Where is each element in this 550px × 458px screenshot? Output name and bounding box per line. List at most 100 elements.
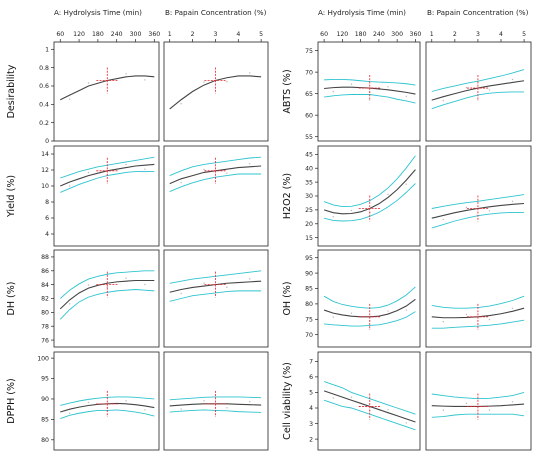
abts-y-tick-label: 75: [305, 48, 313, 55]
oh-y-tick-label: 85: [305, 286, 313, 293]
oh-hydrolysis-time-panel: [317, 249, 421, 348]
yield-papain-concentration-design-point: [180, 182, 182, 184]
abts-y-tick-label: 55: [305, 134, 313, 141]
desirability-y-tick-label: 0.4: [39, 102, 49, 109]
desirability-hydrolysis-time-design-point: [87, 82, 90, 84]
dpph-papain-concentration-upper-line: [169, 396, 262, 401]
abts-hydrolysis-time-x-tick-label: 60: [320, 31, 328, 38]
abts-papain-concentration-design-point: [488, 89, 491, 91]
abts-hydrolysis-time-design-point: [332, 90, 334, 93]
dh-papain-concentration-design-point: [180, 292, 182, 295]
oh-papain-concentration-design-point: [511, 307, 514, 309]
dh-y-tick-label: 88: [41, 254, 49, 261]
dh-hydrolysis-time-design-point: [68, 303, 71, 305]
dh-y-axis-label: DH (%): [6, 282, 17, 316]
dpph-papain-concentration-panel: [163, 351, 269, 451]
abts-y-tick-label: 70: [305, 69, 313, 76]
cell-viability-y-axis-label: Cell viability (%): [282, 362, 293, 440]
h2o2-hydrolysis-time-design-point: [332, 215, 334, 218]
yield-hydrolysis-time-design-point: [125, 163, 127, 166]
h2o2-y-tick-label: 45: [305, 152, 313, 159]
h2o2-y-tick-label: 30: [305, 193, 313, 200]
oh-papain-concentration-design-point: [488, 318, 491, 321]
yield-papain-concentration-panel: [163, 145, 269, 247]
h2o2-papain-concentration-design-point: [488, 210, 491, 212]
dh-y-tick-label: 76: [41, 337, 49, 344]
desirability-papain-concentration-panel: 1 2 3 4 5: [163, 31, 269, 142]
dh-y-tick-label: 86: [41, 268, 49, 275]
desirability-hydrolysis-time-x-tick-label: 300: [130, 31, 142, 38]
yield-y-tick-label: 10: [41, 183, 49, 190]
yield-chart: Yield (%) 4 6 8 10 12 14: [6, 145, 269, 247]
h2o2-hydrolysis-time-upper-line: [323, 155, 416, 208]
dh-y-tick-label: 80: [41, 310, 49, 317]
dh-hydrolysis-time-design-point: [125, 277, 127, 279]
desirability-papain-concentration-x-tick-label: 5: [259, 31, 263, 38]
dpph-hydrolysis-time-design-point: [144, 409, 146, 411]
cell-viability-hydrolysis-time-design-point: [350, 396, 353, 398]
dh-y-tick-label: 84: [41, 282, 49, 289]
cell-viability-y-tick-label: 5: [309, 390, 313, 397]
dh-hydrolysis-time-fit-line: [59, 279, 155, 310]
oh-hydrolysis-time-design-point: [332, 316, 334, 318]
abts-papain-concentration-panel: 1 2 3 4 5: [425, 31, 532, 142]
abts-papain-concentration-x-tick-label: 1: [430, 31, 434, 38]
desirability-papain-concentration-x-tick-label: 2: [191, 31, 195, 38]
desirability-hydrolysis-time-design-point: [125, 73, 127, 75]
abts-papain-concentration-x-tick-label: 4: [499, 31, 503, 38]
yield-hydrolysis-time-design-point: [144, 168, 146, 170]
yield-papain-concentration-design-point: [203, 168, 205, 171]
abts-papain-concentration-x-tick-label: 3: [476, 31, 480, 38]
yield-y-tick-label: 8: [45, 199, 49, 206]
yield-y-tick-label: 4: [45, 231, 49, 238]
abts-papain-concentration-design-point: [442, 99, 445, 102]
oh-papain-concentration-lower-line: [431, 319, 525, 329]
yield-y-tick-label: 6: [45, 215, 49, 222]
dpph-papain-concentration-design-point: [249, 400, 251, 403]
h2o2-y-tick-label: 15: [305, 235, 313, 242]
cell-viability-chart: Cell viability (%) 2 3 4 5 6 7: [282, 351, 532, 451]
h2o2-hydrolysis-time-panel: [317, 145, 421, 247]
cell-viability-y-tick-label: 2: [309, 436, 313, 443]
cell-viability-papain-concentration-upper-line: [431, 392, 525, 400]
dh-papain-concentration-panel: [163, 249, 269, 348]
yield-papain-concentration-frame: [163, 145, 269, 247]
desirability-hydrolysis-time-panel: 60 120 180 240 300 360: [53, 31, 160, 142]
dh-hydrolysis-time-frame: [53, 249, 160, 348]
abts-hydrolysis-time-x-tick-label: 120: [336, 31, 348, 38]
dpph-y-tick-label: 100: [37, 355, 49, 362]
right-header-hydrolysis-time: A: Hydrolysis Time (min): [318, 8, 406, 17]
h2o2-papain-concentration-upper-line: [431, 194, 525, 209]
abts-hydrolysis-time-design-point: [405, 95, 407, 98]
h2o2-y-tick-label: 20: [305, 221, 313, 228]
yield-y-axis-label: Yield (%): [6, 175, 17, 218]
cell-viability-papain-concentration-design-point: [465, 402, 468, 405]
cell-viability-hydrolysis-time-design-point: [387, 408, 389, 411]
desirability-chart: Desirability 0 0.2 0.4 0.6 0.8 1 60 120 180 240 300…: [6, 31, 269, 145]
desirability-hydrolysis-time-x-tick-label: 180: [92, 31, 104, 38]
dpph-y-axis-label: DPPH (%): [6, 378, 17, 423]
dpph-hydrolysis-time-panel: [53, 351, 160, 451]
yield-hydrolysis-time-panel: [53, 145, 160, 247]
dpph-papain-concentration-frame: [163, 351, 269, 451]
desirability-hydrolysis-time-design-point: [68, 98, 71, 100]
desirability-hydrolysis-time-x-tick-label: 60: [56, 31, 64, 38]
h2o2-y-tick-label: 40: [305, 165, 313, 172]
dpph-hydrolysis-time-frame: [53, 351, 160, 451]
abts-papain-concentration-upper-line: [431, 69, 525, 92]
dh-y-tick-label: 82: [41, 296, 49, 303]
yield-papain-concentration-design-point: [226, 172, 228, 174]
desirability-papain-concentration-x-tick-label: 3: [213, 31, 217, 38]
oh-papain-concentration-design-point: [442, 321, 445, 323]
cell-viability-hydrolysis-time-upper-line: [323, 381, 416, 415]
left-header-papain-concentration: B: Papain Concentration (%): [165, 8, 267, 17]
cell-viability-papain-concentration-frame: [425, 351, 532, 451]
desirability-hydrolysis-time-x-tick-label: 120: [73, 31, 85, 38]
dh-papain-concentration-design-point: [203, 282, 205, 284]
cell-viability-papain-concentration-panel: [425, 351, 532, 451]
h2o2-chart: H2O2 (%) 15 20 25 30 35 40 45: [282, 145, 532, 247]
cell-viability-hydrolysis-time-design-point: [405, 422, 407, 424]
h2o2-papain-concentration-design-point: [465, 206, 468, 209]
oh-chart: OH (%) 70 75 80 85 90 95: [282, 249, 532, 348]
